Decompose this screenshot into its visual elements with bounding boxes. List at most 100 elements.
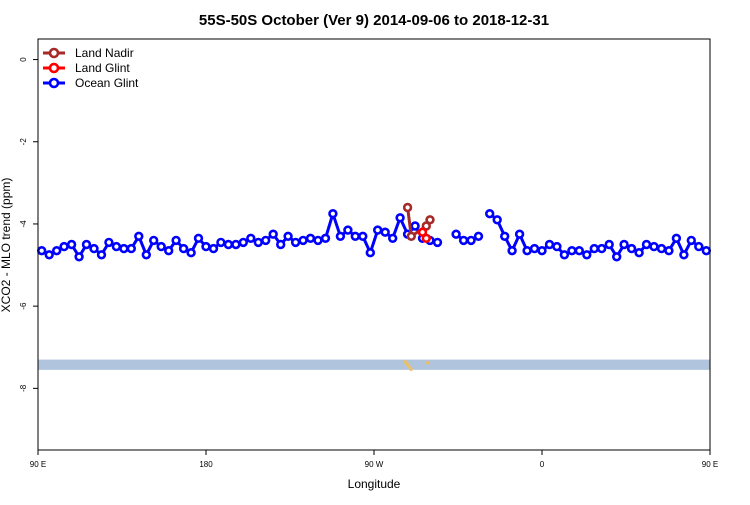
ocean-glint-point [458, 235, 469, 246]
ocean-glint-point [485, 209, 495, 219]
legend-swatch-point-land-nadir [48, 47, 60, 59]
land-ocean-band [38, 359, 710, 370]
ocean-glint-point [537, 246, 547, 256]
ocean-glint-point [679, 250, 689, 260]
ocean-glint-point [216, 237, 226, 248]
land-mark [409, 367, 413, 371]
ocean-glint-point [507, 246, 517, 256]
ocean-glint-point [36, 246, 47, 256]
ocean-glint-point [134, 231, 144, 242]
ocean-glint-point [626, 243, 637, 254]
ocean-glint-point [193, 233, 204, 244]
y-tick-label: 0 [19, 57, 28, 62]
ocean-glint-point [432, 237, 443, 248]
land-nadir-point [425, 215, 435, 225]
ocean-glint-point [313, 235, 323, 246]
y-tick-label: -8 [19, 384, 28, 392]
ocean-glint-point [81, 239, 92, 250]
land-mark [407, 365, 411, 369]
ocean-glint-point [208, 243, 219, 254]
ocean-glint-point [686, 235, 696, 246]
ocean-glint-point [298, 235, 308, 246]
legend-label-ocean-glint: Ocean Glint [75, 76, 139, 90]
ocean-glint-point [268, 229, 278, 239]
ocean-glint-point [305, 233, 316, 244]
ocean-glint-point [388, 233, 398, 244]
ocean-glint-point [634, 248, 644, 258]
ocean-glint-point [582, 250, 592, 260]
ocean-glint-point [664, 246, 674, 256]
ocean-glint-point [96, 250, 107, 260]
ocean-glint-point [156, 241, 166, 252]
legend-swatch-point-land-glint [48, 62, 60, 74]
ocean-glint-point [619, 239, 629, 250]
ocean-glint-point [343, 225, 353, 235]
x-tick-label: 90 W [365, 460, 384, 469]
ocean-glint-point [51, 246, 62, 256]
x-tick-label: 0 [540, 460, 545, 469]
ocean-glint-point [119, 243, 129, 254]
x-tick-label: 180 [199, 460, 213, 469]
y-tick-label: -2 [19, 138, 28, 146]
plot-frame [37, 38, 711, 451]
y-tick-label: -6 [19, 302, 28, 310]
land-glint-point [421, 233, 431, 244]
x-axis-label: Longitude [348, 477, 401, 491]
y-axis-label: XCO2 - MLO trend (ppm) [0, 178, 13, 313]
ocean-glint-point [514, 229, 525, 239]
ocean-glint-point [559, 250, 570, 260]
ocean-glint-point [589, 243, 599, 254]
ocean-glint-point [74, 252, 84, 262]
ocean-glint-point [89, 243, 99, 254]
ocean-glint-point [44, 250, 54, 260]
ocean-glint-point [141, 250, 152, 260]
chart-title: 55S-50S October (Ver 9) 2014-09-06 to 20… [199, 12, 549, 29]
ocean-glint-point [567, 246, 577, 256]
ocean-glint-point [574, 246, 584, 256]
x-tick-label: 90 E [702, 460, 718, 469]
ocean-glint-point [164, 246, 174, 256]
ocean-glint-point [649, 241, 659, 252]
ocean-glint-point [290, 237, 301, 248]
ocean-glint-point [66, 239, 77, 250]
ocean-glint-point [320, 233, 331, 244]
ocean-glint-point [671, 233, 682, 244]
ocean-glint-point [261, 235, 271, 246]
ocean-glint-point [473, 231, 484, 242]
ocean-glint-point [231, 239, 241, 250]
ocean-glint-point [253, 237, 263, 248]
ocean-glint-point [694, 241, 704, 252]
ocean-glint-point [701, 246, 711, 256]
ocean-glint-point [380, 227, 390, 237]
ocean-glint-point [328, 209, 338, 219]
ocean-glint-point [544, 239, 555, 250]
ocean-glint-point [111, 241, 122, 252]
ocean-glint-point [126, 243, 137, 254]
legend-swatch-point-ocean-glint [48, 77, 60, 89]
ocean-glint-point [373, 225, 383, 235]
ocean-glint-point [410, 221, 420, 231]
ocean-glint-point [201, 241, 211, 252]
land-nadir-point [406, 231, 416, 242]
ocean-glint-point [246, 233, 256, 244]
ocean-glint-point [276, 239, 286, 250]
land-mark [426, 361, 430, 365]
land-mark [403, 360, 407, 364]
ocean-glint-point [492, 215, 502, 225]
ocean-glint-point [529, 243, 540, 254]
ocean-glint-point [149, 235, 159, 246]
ocean-glint-point [171, 235, 181, 246]
ocean-glint-point [223, 239, 234, 250]
legend-label-land-nadir: Land Nadir [75, 46, 134, 60]
ocean-glint-point [451, 229, 461, 239]
ocean-glint-point [466, 235, 476, 246]
ocean-glint-point [358, 231, 368, 242]
y-tick-label: -4 [19, 220, 28, 228]
ocean-glint-point [350, 231, 360, 242]
ocean-glint-point [641, 239, 652, 250]
ocean-glint-point [178, 243, 189, 254]
ocean-glint-point [656, 243, 667, 254]
ocean-glint-point [186, 248, 196, 258]
ocean-glint-point [500, 231, 510, 242]
